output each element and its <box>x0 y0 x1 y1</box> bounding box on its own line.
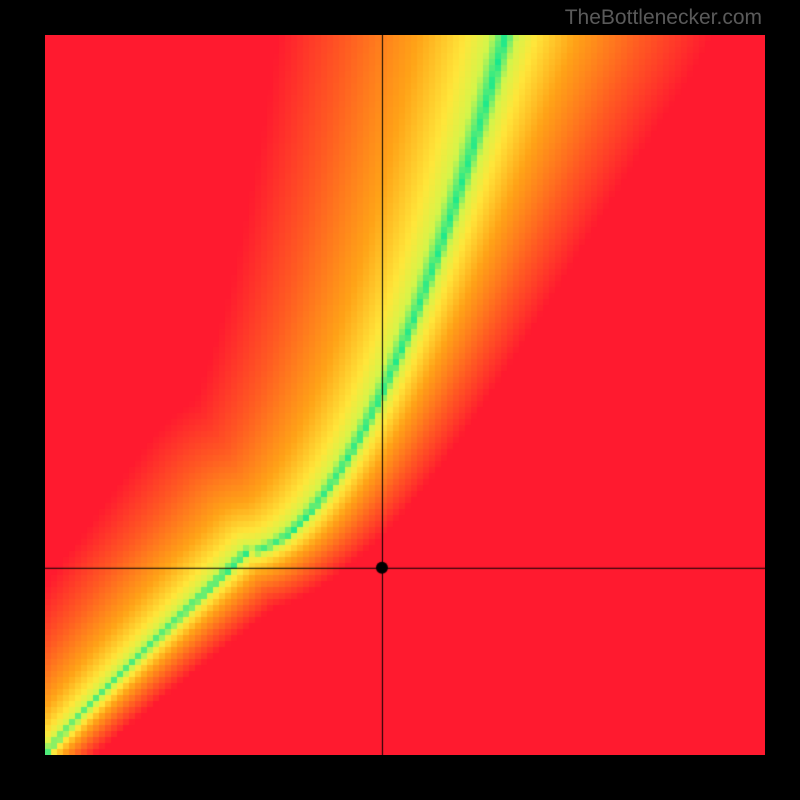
bottleneck-heatmap <box>45 35 765 755</box>
watermark-text: TheBottlenecker.com <box>565 6 762 30</box>
